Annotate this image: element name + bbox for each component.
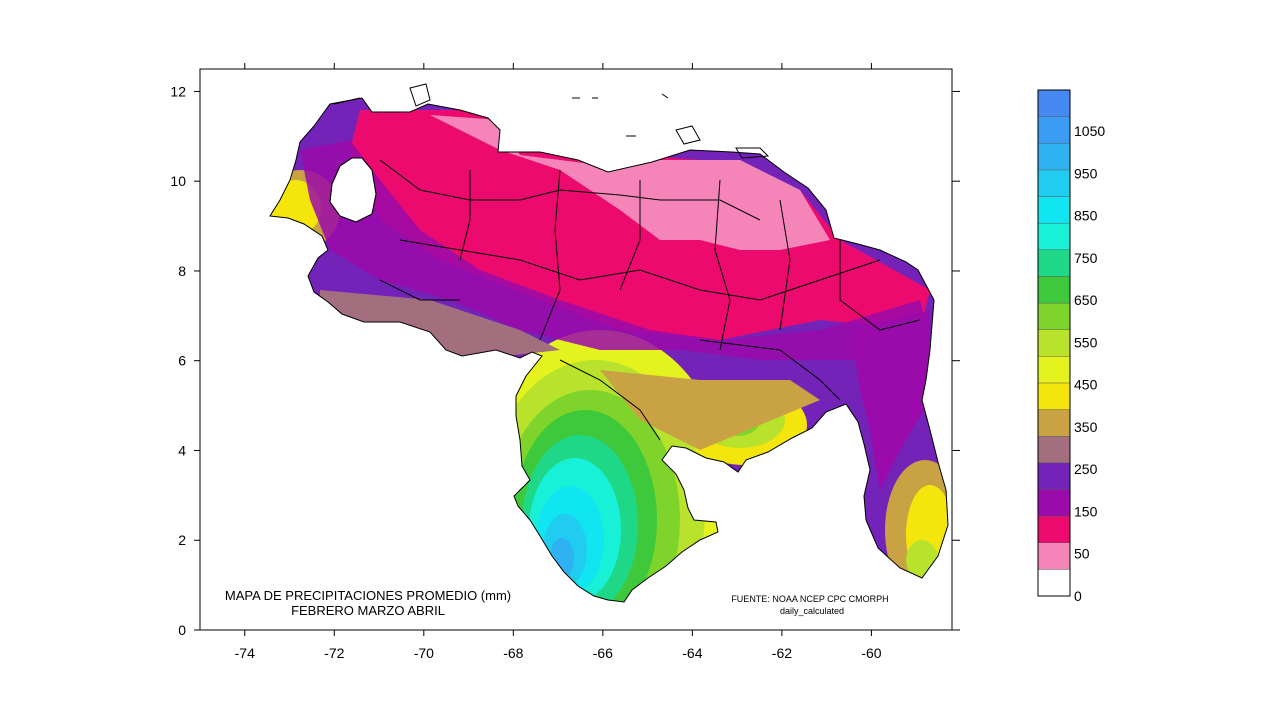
legend-swatch <box>1037 515 1071 543</box>
legend-swatch <box>1037 302 1071 330</box>
legend-label: 850 <box>1074 208 1098 224</box>
legend-label: 0 <box>1074 588 1082 604</box>
legend-label: 50 <box>1074 546 1090 562</box>
tick-labels: -74 -72 -70 -68 -66 -64 -62 -60 0 2 4 6 8 10 12 <box>170 83 881 661</box>
map-title-line1: MAPA DE PRECIPITACIONES PROMEDIO (mm) <box>225 588 511 603</box>
y-tick-label: 12 <box>170 83 186 99</box>
legend-swatch <box>1037 356 1071 384</box>
legend-swatch <box>1037 462 1071 490</box>
legend-swatch <box>1037 249 1071 277</box>
source-line1: FUENTE: NOAA NCEP CPC CMORPH <box>731 594 888 604</box>
x-tick-label: -74 <box>235 645 255 661</box>
legend-swatch <box>1037 222 1071 250</box>
legend-swatch <box>1037 143 1071 171</box>
map-title-line2: FEBRERO MARZO ABRIL <box>291 603 445 618</box>
source-line2: daily_calculated <box>780 606 844 616</box>
x-tick-label: -60 <box>861 645 881 661</box>
legend-swatch <box>1037 196 1071 224</box>
x-tick-label: -62 <box>772 645 792 661</box>
legend-border <box>1037 89 1071 597</box>
state-boundaries <box>269 97 949 603</box>
legend-swatch <box>1037 276 1071 304</box>
legend-label: 350 <box>1074 419 1098 435</box>
x-tick-label: -68 <box>503 645 523 661</box>
legend-swatch <box>1037 116 1071 144</box>
legend-label: 450 <box>1074 377 1098 393</box>
legend-label: 1050 <box>1074 123 1105 139</box>
x-tick-label: -72 <box>324 645 344 661</box>
legend-label: 150 <box>1074 503 1098 519</box>
legend-label: 950 <box>1074 165 1098 181</box>
legend-label: 550 <box>1074 334 1098 350</box>
x-tick-label: -70 <box>414 645 434 661</box>
islands <box>333 83 770 159</box>
legend-swatch <box>1037 542 1071 570</box>
legend-swatch <box>1037 169 1071 197</box>
y-tick-label: 4 <box>178 442 186 458</box>
legend-swatch <box>1037 436 1071 464</box>
axis-ticks <box>194 63 960 636</box>
y-tick-label: 0 <box>178 622 186 638</box>
legend-swatch <box>1037 489 1071 517</box>
legend-swatch <box>1037 89 1071 117</box>
legend-label: 750 <box>1074 250 1098 266</box>
y-tick-label: 10 <box>170 173 186 189</box>
legend-swatch <box>1037 329 1071 357</box>
legend-swatch <box>1037 409 1071 437</box>
x-tick-label: -66 <box>593 645 613 661</box>
legend-swatch <box>1037 569 1071 597</box>
legend-label: 250 <box>1074 461 1098 477</box>
legend-label: 650 <box>1074 292 1098 308</box>
y-tick-label: 8 <box>178 263 186 279</box>
y-tick-label: 6 <box>178 353 186 369</box>
x-tick-label: -64 <box>682 645 702 661</box>
y-tick-label: 2 <box>178 532 186 548</box>
legend-swatch <box>1037 382 1071 410</box>
color-legend: 0 50 150 250 350 450 550 650 750 850 950 1050 <box>1037 89 1105 604</box>
